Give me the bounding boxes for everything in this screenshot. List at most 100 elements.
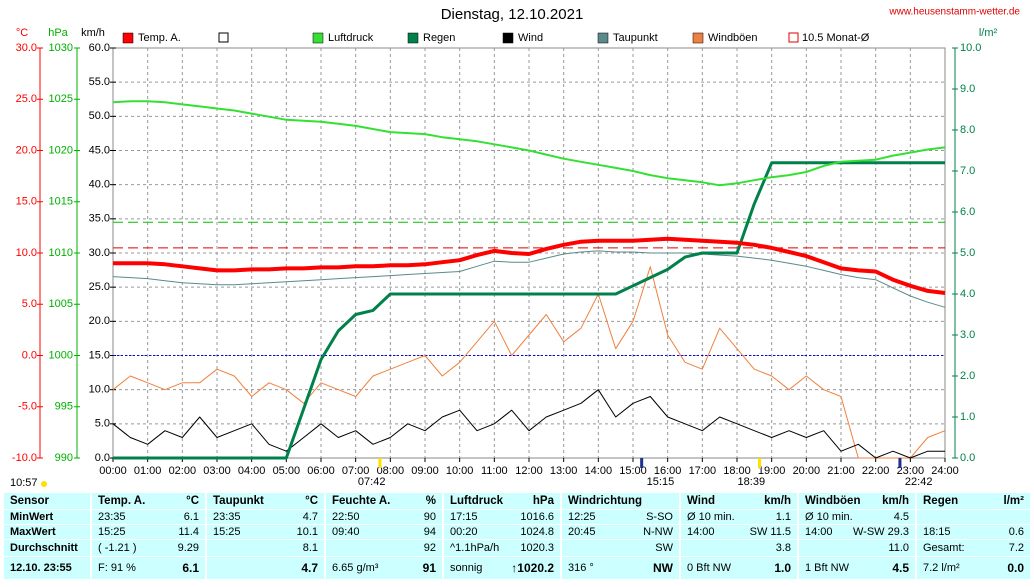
table-cell: 12.10. 23:55 — [4, 557, 90, 579]
x-tick-label: 07:00 — [342, 465, 370, 477]
x-tick-label: 02:00 — [169, 465, 197, 477]
x-tick-label: 15:00 — [619, 465, 647, 477]
legend-label: Temp. A. — [138, 32, 181, 44]
cell-text: Regen — [923, 495, 959, 507]
table-cell: ( -1.21 ) 9.29 — [92, 540, 205, 556]
cell-text: 6.1 — [183, 511, 199, 523]
table-cell: 22:50 90 — [326, 510, 442, 524]
unit-label: l/m² — [979, 27, 998, 39]
sun-icon — [41, 481, 47, 487]
cell-text: Ø 10 min. — [687, 511, 735, 523]
chart-title: Dienstag, 12.10.2021 — [441, 6, 584, 23]
astro-marker — [898, 458, 902, 468]
series-line — [113, 236, 946, 295]
y-tick-label: 6.0 — [960, 206, 975, 218]
cell-text: ^1.1hPa/h — [450, 542, 500, 554]
table-cell: 11.0 — [799, 540, 915, 556]
site-url: www.heusenstamm-wetter.de — [888, 7, 1020, 18]
table-cell: 1 Bft NW 4.5 — [799, 557, 915, 579]
table-cell: Feuchte A.% — [326, 493, 442, 509]
table-cell: Regen l/m² — [917, 493, 1030, 509]
legend-swatch — [312, 32, 324, 44]
y-tick-label: 30.0 — [16, 42, 37, 54]
cell-text: l/m² — [1003, 495, 1024, 507]
table-cell: 23:35 6.1 — [92, 510, 205, 524]
legend-swatch — [597, 32, 609, 44]
x-tick-label: 21:00 — [827, 465, 855, 477]
cell-text: 91 — [422, 561, 436, 575]
cell-text: % — [425, 495, 436, 507]
y-tick-label: 35.0 — [89, 213, 110, 225]
cell-text: 14:00 — [687, 526, 715, 538]
table-cell: Taupunkt °C — [207, 493, 324, 509]
cell-text: km/h — [764, 495, 791, 507]
table-cell: SW — [562, 540, 679, 556]
legend-label: Luftdruck — [328, 32, 374, 44]
unit-label: hPa — [48, 27, 68, 39]
y-tick-label: 20.0 — [16, 144, 37, 156]
y-tick-label: 10.0 — [960, 42, 981, 54]
cell-text: 0.0 — [1007, 561, 1024, 575]
cell-text: SW 11.5 — [749, 526, 791, 538]
day-length: 10:57 — [10, 477, 38, 489]
y-tick-label: 25.0 — [16, 93, 37, 105]
legend-swatch — [692, 32, 704, 44]
cell-text: 316 ° — [568, 562, 594, 574]
y-tick-label: 5.0 — [22, 298, 37, 310]
series-line — [112, 389, 945, 459]
cell-text: Wind — [687, 495, 715, 507]
y-tick-label: -5.0 — [18, 401, 37, 413]
cell-text: 15:25 — [98, 526, 126, 538]
unit-label: °C — [16, 27, 28, 39]
legend-swatch — [788, 32, 799, 43]
y-tick-label: 20.0 — [89, 315, 110, 327]
cell-text: 0.6 — [1008, 526, 1024, 538]
y-tick-label: 25.0 — [89, 281, 110, 293]
x-tick-label: 18:00 — [723, 465, 751, 477]
cell-text: 14:00 — [805, 526, 833, 538]
cell-text: 1.1 — [775, 511, 791, 523]
cell-text: 94 — [423, 526, 436, 538]
table-cell: Ø 10 min. 4.5 — [799, 510, 915, 524]
cell-text: km/h — [882, 495, 909, 507]
y-tick-label: 0.0 — [22, 349, 37, 361]
cell-text: 18:15 — [923, 526, 951, 538]
x-tick-label: 04:00 — [238, 465, 266, 477]
y-tick-label: 3.0 — [960, 329, 975, 341]
table-cell: 92 — [326, 540, 442, 556]
y-tick-label: 15.0 — [89, 349, 110, 361]
x-tick-label: 20:00 — [793, 465, 821, 477]
cell-text: 1.0 — [774, 561, 791, 575]
table-cell: Luftdruck hPa — [444, 493, 560, 509]
series-line — [112, 266, 946, 459]
legend-label: Wind — [518, 32, 543, 44]
cell-text: 4.7 — [301, 561, 318, 575]
y-tick-label: 990 — [55, 452, 73, 464]
cell-text: 4.7 — [302, 511, 318, 523]
cell-text: 12.10. 23:55 — [10, 562, 72, 574]
y-tick-label: 10.0 — [16, 247, 37, 259]
table-cell: MaxWert — [4, 525, 90, 539]
table-cell: sonnig ↑1020.2 — [444, 557, 560, 579]
table-cell: 7.2 l/m² 0.0 — [917, 557, 1030, 579]
cell-text: 7.2 l/m² — [923, 562, 960, 574]
table-cell: 14:00 W-SW 29.3 — [799, 525, 915, 539]
x-tick-label: 13:00 — [550, 465, 578, 477]
table-cell: 6.65 g/m³ 91 — [326, 557, 442, 579]
table-cell: 15:25 10.1 — [207, 525, 324, 539]
y-tick-label: 7.0 — [960, 165, 975, 177]
table-cell: 0 Bft NW 1.0 — [681, 557, 797, 579]
table-cell: Temp. A. °C — [92, 493, 205, 509]
y-tick-label: 1005 — [49, 298, 73, 310]
x-tick-label: 03:00 — [203, 465, 231, 477]
table-cell: 09:40 94 — [326, 525, 442, 539]
x-tick-label: 23:00 — [897, 465, 925, 477]
table-cell: 8.1 — [207, 540, 324, 556]
x-tick-label: 19:00 — [758, 465, 786, 477]
legend-label: Taupunkt — [613, 32, 658, 44]
astro-time: 18:39 — [738, 476, 766, 488]
x-tick-label: 09:00 — [411, 465, 439, 477]
cell-text: Gesamt: — [923, 542, 965, 554]
chart: Dienstag, 12.10.2021 www.heusenstamm-wet… — [10, 6, 1020, 489]
